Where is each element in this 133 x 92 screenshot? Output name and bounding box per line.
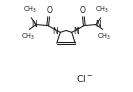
- Text: Cl$^-$: Cl$^-$: [76, 72, 93, 84]
- Text: N: N: [53, 27, 58, 36]
- Text: N: N: [95, 20, 101, 29]
- Text: CH$_3$: CH$_3$: [95, 5, 109, 15]
- Text: O: O: [79, 6, 85, 15]
- Text: N: N: [31, 20, 37, 29]
- Text: O: O: [47, 6, 53, 15]
- Text: CH$_3$: CH$_3$: [21, 32, 35, 42]
- Text: CH$_3$: CH$_3$: [97, 32, 111, 42]
- Text: CH$_3$: CH$_3$: [23, 5, 37, 15]
- Text: +: +: [74, 26, 80, 32]
- Text: N: N: [73, 27, 79, 36]
